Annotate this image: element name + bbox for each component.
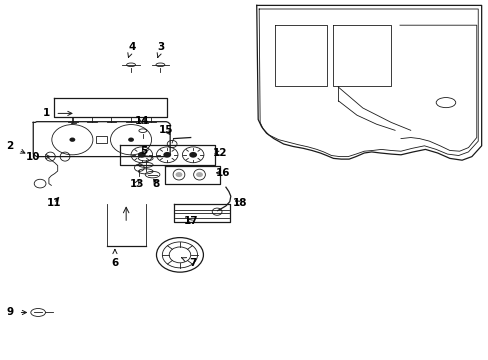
Text: 13: 13 (129, 179, 144, 189)
Text: 4: 4 (127, 42, 136, 58)
Circle shape (138, 152, 145, 158)
Circle shape (175, 172, 182, 177)
Text: 18: 18 (232, 198, 246, 208)
Text: 8: 8 (153, 179, 160, 189)
Text: 17: 17 (183, 216, 198, 226)
Text: 15: 15 (159, 125, 173, 135)
Circle shape (128, 138, 134, 142)
Text: 14: 14 (134, 116, 149, 126)
Text: 7: 7 (181, 258, 197, 268)
Circle shape (163, 152, 171, 158)
Text: 5: 5 (141, 146, 147, 156)
Text: 3: 3 (157, 42, 164, 58)
Text: 11: 11 (46, 197, 61, 208)
Text: 9: 9 (6, 307, 26, 318)
Text: 16: 16 (215, 168, 230, 178)
Circle shape (69, 138, 75, 142)
Text: 2: 2 (6, 141, 25, 153)
Text: 10: 10 (26, 152, 50, 162)
Circle shape (189, 152, 197, 158)
Circle shape (196, 172, 203, 177)
Text: 6: 6 (111, 249, 118, 268)
Text: 12: 12 (212, 148, 227, 158)
Text: 1: 1 (43, 108, 72, 118)
